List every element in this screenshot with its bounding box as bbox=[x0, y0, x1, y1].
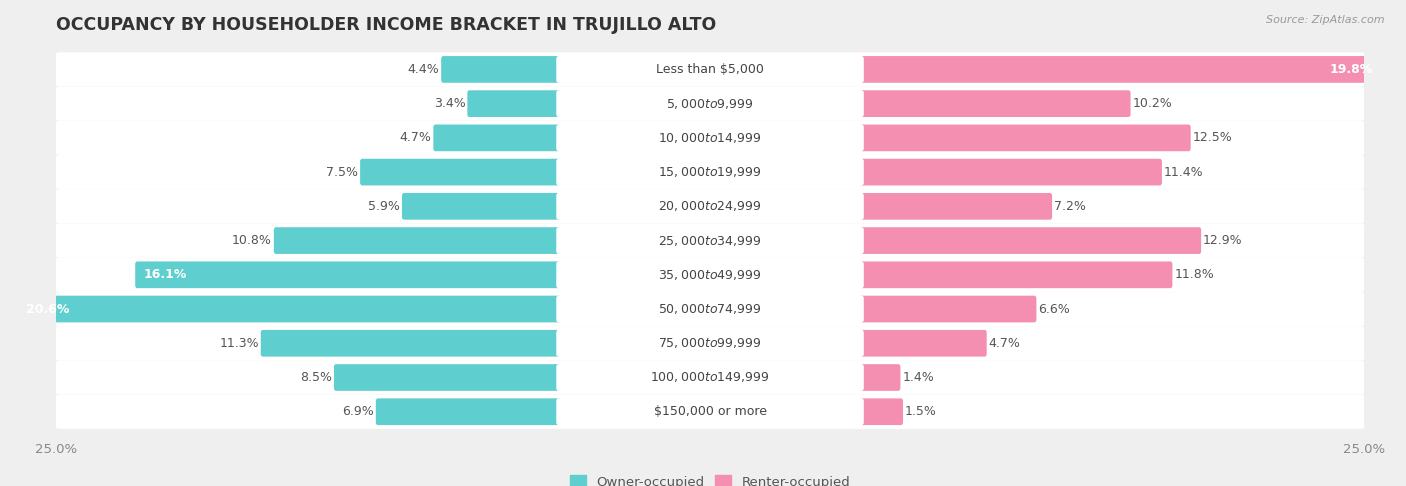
FancyBboxPatch shape bbox=[402, 193, 561, 220]
Text: 6.9%: 6.9% bbox=[342, 405, 374, 418]
Text: 10.2%: 10.2% bbox=[1132, 97, 1173, 110]
Text: $150,000 or more: $150,000 or more bbox=[654, 405, 766, 418]
FancyBboxPatch shape bbox=[557, 90, 863, 117]
Text: Source: ZipAtlas.com: Source: ZipAtlas.com bbox=[1267, 15, 1385, 25]
FancyBboxPatch shape bbox=[557, 124, 863, 151]
FancyBboxPatch shape bbox=[557, 364, 863, 391]
FancyBboxPatch shape bbox=[55, 52, 1365, 87]
Text: 12.5%: 12.5% bbox=[1192, 131, 1232, 144]
FancyBboxPatch shape bbox=[557, 159, 863, 186]
FancyBboxPatch shape bbox=[467, 90, 561, 117]
Text: 11.4%: 11.4% bbox=[1164, 166, 1204, 179]
FancyBboxPatch shape bbox=[859, 364, 900, 391]
FancyBboxPatch shape bbox=[55, 224, 1365, 258]
Legend: Owner-occupied, Renter-occupied: Owner-occupied, Renter-occupied bbox=[565, 470, 855, 486]
Text: 10.8%: 10.8% bbox=[232, 234, 271, 247]
Text: OCCUPANCY BY HOUSEHOLDER INCOME BRACKET IN TRUJILLO ALTO: OCCUPANCY BY HOUSEHOLDER INCOME BRACKET … bbox=[56, 16, 717, 34]
FancyBboxPatch shape bbox=[55, 258, 1365, 292]
Text: 7.5%: 7.5% bbox=[326, 166, 359, 179]
FancyBboxPatch shape bbox=[859, 159, 1161, 186]
Text: $10,000 to $14,999: $10,000 to $14,999 bbox=[658, 131, 762, 145]
FancyBboxPatch shape bbox=[55, 395, 1365, 429]
Text: 3.4%: 3.4% bbox=[434, 97, 465, 110]
FancyBboxPatch shape bbox=[55, 361, 1365, 395]
FancyBboxPatch shape bbox=[557, 261, 863, 288]
Text: 5.9%: 5.9% bbox=[368, 200, 401, 213]
FancyBboxPatch shape bbox=[557, 330, 863, 357]
FancyBboxPatch shape bbox=[441, 56, 561, 83]
FancyBboxPatch shape bbox=[17, 295, 561, 322]
Text: $5,000 to $9,999: $5,000 to $9,999 bbox=[666, 97, 754, 111]
Text: $75,000 to $99,999: $75,000 to $99,999 bbox=[658, 336, 762, 350]
Text: 19.8%: 19.8% bbox=[1330, 63, 1374, 76]
FancyBboxPatch shape bbox=[557, 193, 863, 220]
FancyBboxPatch shape bbox=[859, 90, 1130, 117]
FancyBboxPatch shape bbox=[859, 193, 1052, 220]
Text: 11.3%: 11.3% bbox=[219, 337, 259, 350]
FancyBboxPatch shape bbox=[557, 399, 863, 425]
Text: 8.5%: 8.5% bbox=[299, 371, 332, 384]
FancyBboxPatch shape bbox=[557, 227, 863, 254]
FancyBboxPatch shape bbox=[55, 87, 1365, 121]
FancyBboxPatch shape bbox=[859, 399, 903, 425]
FancyBboxPatch shape bbox=[433, 124, 561, 151]
FancyBboxPatch shape bbox=[859, 56, 1382, 83]
Text: 4.4%: 4.4% bbox=[408, 63, 439, 76]
Text: 4.7%: 4.7% bbox=[988, 337, 1021, 350]
Text: $15,000 to $19,999: $15,000 to $19,999 bbox=[658, 165, 762, 179]
FancyBboxPatch shape bbox=[360, 159, 561, 186]
FancyBboxPatch shape bbox=[859, 227, 1201, 254]
Text: 1.4%: 1.4% bbox=[903, 371, 934, 384]
FancyBboxPatch shape bbox=[335, 364, 561, 391]
Text: 12.9%: 12.9% bbox=[1204, 234, 1243, 247]
FancyBboxPatch shape bbox=[274, 227, 561, 254]
Text: $35,000 to $49,999: $35,000 to $49,999 bbox=[658, 268, 762, 282]
Text: $50,000 to $74,999: $50,000 to $74,999 bbox=[658, 302, 762, 316]
FancyBboxPatch shape bbox=[859, 330, 987, 357]
FancyBboxPatch shape bbox=[135, 261, 561, 288]
Text: 4.7%: 4.7% bbox=[399, 131, 432, 144]
FancyBboxPatch shape bbox=[55, 189, 1365, 224]
Text: $25,000 to $34,999: $25,000 to $34,999 bbox=[658, 234, 762, 247]
Text: 6.6%: 6.6% bbox=[1038, 302, 1070, 315]
Text: Less than $5,000: Less than $5,000 bbox=[657, 63, 763, 76]
FancyBboxPatch shape bbox=[55, 292, 1365, 326]
FancyBboxPatch shape bbox=[260, 330, 561, 357]
Text: $20,000 to $24,999: $20,000 to $24,999 bbox=[658, 199, 762, 213]
Text: 7.2%: 7.2% bbox=[1054, 200, 1085, 213]
Text: $100,000 to $149,999: $100,000 to $149,999 bbox=[651, 370, 769, 384]
Text: 16.1%: 16.1% bbox=[143, 268, 187, 281]
FancyBboxPatch shape bbox=[859, 295, 1036, 322]
FancyBboxPatch shape bbox=[859, 124, 1191, 151]
FancyBboxPatch shape bbox=[375, 399, 561, 425]
Text: 11.8%: 11.8% bbox=[1174, 268, 1213, 281]
FancyBboxPatch shape bbox=[557, 56, 863, 83]
FancyBboxPatch shape bbox=[55, 326, 1365, 361]
FancyBboxPatch shape bbox=[859, 261, 1173, 288]
Text: 20.6%: 20.6% bbox=[27, 302, 69, 315]
FancyBboxPatch shape bbox=[557, 295, 863, 322]
Text: 1.5%: 1.5% bbox=[905, 405, 936, 418]
FancyBboxPatch shape bbox=[55, 155, 1365, 189]
FancyBboxPatch shape bbox=[55, 121, 1365, 155]
